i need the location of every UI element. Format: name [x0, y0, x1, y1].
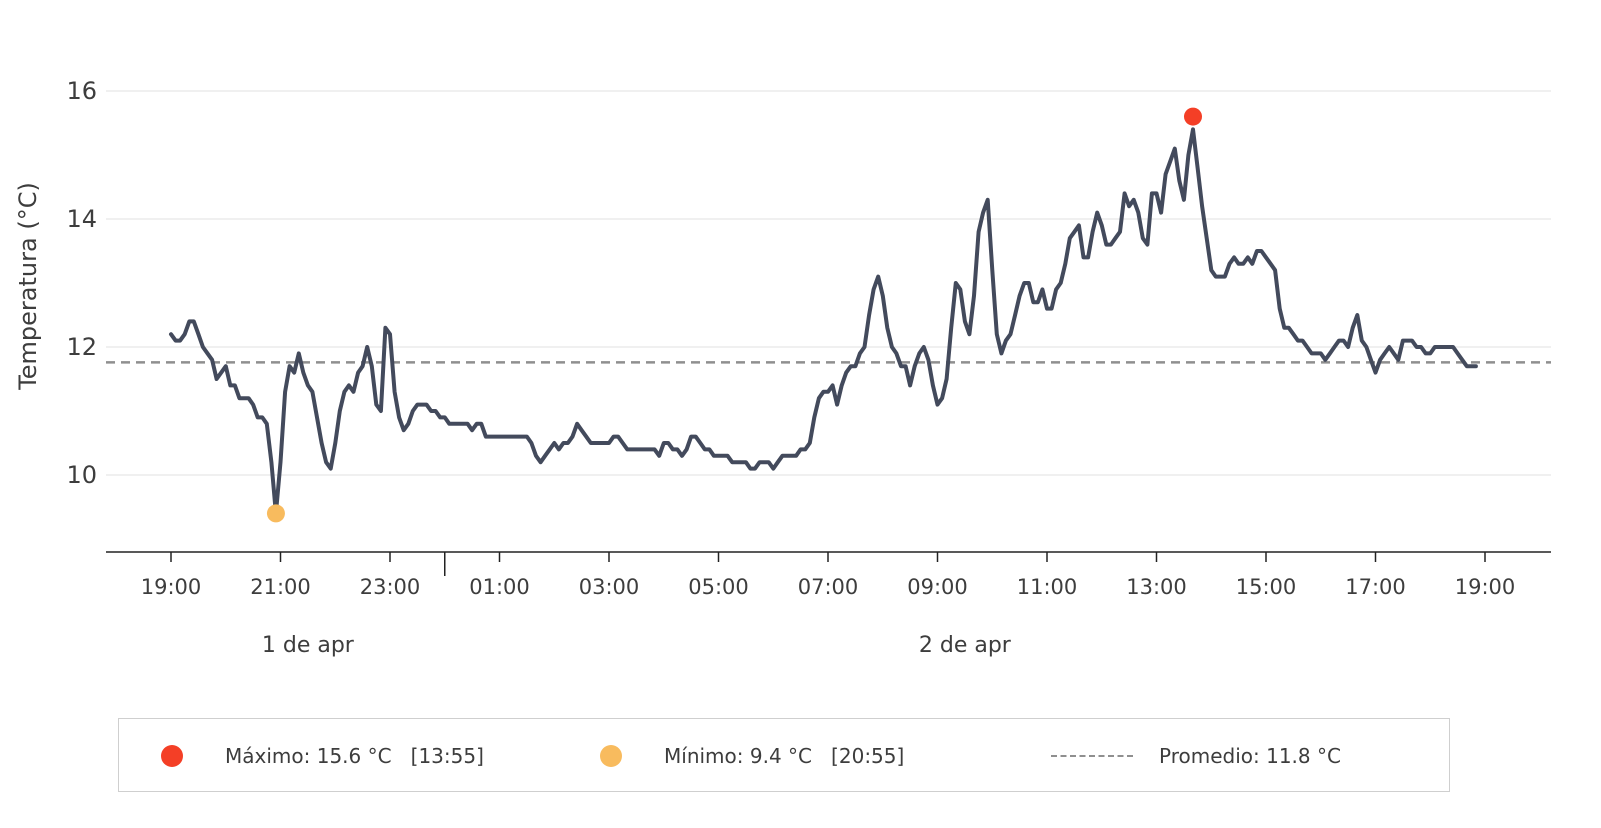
- max-marker-icon: [161, 745, 183, 767]
- x-tick-label: 21:00: [250, 575, 311, 599]
- legend-item-average: Promedio: 11.8 °C: [1051, 719, 1341, 793]
- legend-label-min: Mínimo: 9.4 °C [20:55]: [664, 744, 905, 768]
- y-tick-label: 12: [66, 333, 97, 361]
- day-label: 2 de apr: [919, 633, 1012, 658]
- x-tick-label: 11:00: [1017, 575, 1078, 599]
- x-tick-label: 19:00: [141, 575, 202, 599]
- average-dash-icon: [1051, 755, 1133, 757]
- x-tick-label: 03:00: [579, 575, 640, 599]
- y-axis: 10 12 14 16: [66, 77, 97, 489]
- x-tick-label: 19:00: [1455, 575, 1516, 599]
- legend: Máximo: 15.6 °C [13:55] Mínimo: 9.4 °C […: [118, 718, 1450, 792]
- x-tick-label: 23:00: [360, 575, 421, 599]
- x-tick-label: 05:00: [688, 575, 749, 599]
- y-tick-label: 16: [66, 77, 97, 105]
- x-tick-label: 15:00: [1236, 575, 1297, 599]
- min-marker-icon: [600, 745, 622, 767]
- extreme-markers: [266, 107, 1202, 523]
- max-point-marker: [1184, 107, 1202, 126]
- x-tick-label: 01:00: [469, 575, 530, 599]
- legend-label-average: Promedio: 11.8 °C: [1159, 744, 1341, 768]
- legend-label-max: Máximo: 15.6 °C [13:55]: [225, 744, 484, 768]
- x-tick-label: 09:00: [907, 575, 968, 599]
- grid-lines: [106, 90, 1551, 476]
- y-tick-label: 10: [66, 461, 97, 489]
- x-tick-label: 13:00: [1126, 575, 1187, 599]
- y-tick-label: 14: [66, 205, 97, 233]
- legend-item-min: Mínimo: 9.4 °C [20:55]: [600, 719, 904, 793]
- legend-item-max: Máximo: 15.6 °C [13:55]: [161, 719, 484, 793]
- series-layer: [169, 127, 1478, 516]
- x-tick-label: 07:00: [798, 575, 859, 599]
- min-point-marker: [266, 504, 285, 523]
- x-axis: 19:00 21:00 23:00 01:00 03:00 05:00 07:00 09:00…: [106, 551, 1551, 658]
- day-label: 1 de apr: [262, 633, 355, 658]
- temperature-line: [169, 127, 1478, 516]
- x-tick-label: 17:00: [1345, 575, 1406, 599]
- y-axis-label: Temperatura (°C): [14, 182, 42, 391]
